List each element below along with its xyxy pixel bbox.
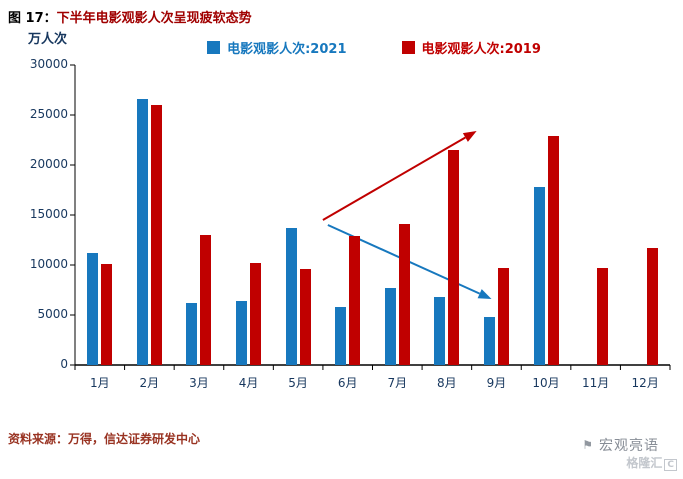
bar-series1-2月: [150, 105, 162, 365]
brand-name: 宏观亮语: [599, 438, 659, 454]
bar-series1-4月: [250, 263, 262, 365]
legend-label-2019: 电影观影人次:2019: [421, 42, 541, 57]
figure-title: 下半年电影观影人次呈现疲软态势: [56, 11, 252, 26]
bar-series0-3月: [186, 303, 198, 365]
figure-label: 图 17：: [8, 11, 57, 26]
x-tick-label: 6月: [337, 376, 358, 390]
bar-series1-1月: [101, 264, 113, 365]
bar-series0-4月: [236, 301, 248, 365]
x-tick-label: 10月: [532, 376, 560, 390]
trend-arrow-head-0: [462, 131, 477, 142]
bar-series1-12月: [646, 248, 658, 365]
y-tick-label: 25000: [29, 107, 68, 121]
bar-series0-5月: [285, 228, 297, 365]
y-tick-label: 0: [60, 357, 68, 371]
bar-series0-2月: [136, 99, 148, 365]
flag-icon: ⚑: [582, 438, 594, 452]
trend-arrow-line-0: [322, 136, 466, 221]
x-tick-label: 12月: [631, 376, 659, 390]
figure-header: 图 17：下半年电影观影人次呈现疲软态势: [8, 7, 252, 26]
x-tick-label: 3月: [189, 376, 209, 390]
x-axis-tick-labels: 1月 2月 3月 4月 5月 6月 7月 8月 9月 10月 11月 12月: [75, 374, 670, 394]
legend-item-2019: 电影观影人次:2019: [401, 38, 541, 57]
bar-series1-3月: [200, 235, 212, 365]
bar-series0-6月: [335, 307, 347, 365]
legend-swatch-2019-icon: [401, 41, 415, 54]
x-tick-label: 7月: [387, 376, 408, 390]
bar-series1-6月: [349, 236, 361, 365]
brand-watermark: ⚑ 宏观亮语: [582, 435, 659, 455]
gelonghui-logo: 格隆汇 C: [626, 454, 677, 471]
bar-series1-11月: [597, 268, 609, 365]
x-tick-label: 9月: [486, 376, 507, 390]
chart-legend: 电影观影人次:2021 电影观影人次:2019: [75, 38, 673, 57]
y-tick-label: 5000: [37, 307, 68, 321]
x-tick-label: 5月: [288, 376, 308, 390]
gelonghui-logo-text: 格隆汇: [626, 456, 663, 470]
plot-area: [70, 64, 671, 370]
source-note: 资料来源：万得，信达证券研发中心: [8, 432, 201, 446]
x-tick-label: 11月: [581, 376, 610, 390]
y-axis-tick-labels: 0 5000 10000 15000 20000 25000 30000: [0, 57, 68, 371]
chart-overlay: [70, 64, 671, 370]
bar-series1-9月: [497, 268, 509, 365]
x-tick-label: 1月: [89, 376, 110, 390]
legend-swatch-2021-icon: [207, 41, 221, 54]
bar-series1-8月: [448, 150, 460, 365]
bar-series1-10月: [547, 136, 559, 365]
bar-series0-10月: [533, 187, 545, 365]
x-tick-label: 2月: [139, 376, 160, 390]
bar-series0-8月: [434, 297, 446, 365]
y-axis-unit-label: 万人次: [28, 32, 68, 47]
gelonghui-logo-badge: C: [664, 459, 677, 471]
bar-series1-7月: [398, 224, 410, 365]
legend-label-2021: 电影观影人次:2021: [227, 42, 347, 57]
bar-series0-9月: [483, 317, 495, 365]
x-tick-label: 4月: [238, 376, 259, 390]
y-tick-label: 10000: [29, 257, 68, 271]
bar-series0-1月: [87, 253, 99, 365]
trend-arrow-head-1: [477, 289, 492, 299]
legend-item-2021: 电影观影人次:2021: [207, 38, 347, 57]
y-tick-label: 20000: [29, 157, 68, 171]
bar-series1-5月: [299, 269, 311, 365]
y-tick-label: 15000: [29, 207, 68, 221]
x-tick-label: 8月: [437, 376, 457, 390]
y-tick-label: 30000: [29, 57, 68, 71]
bar-series0-7月: [384, 288, 396, 365]
